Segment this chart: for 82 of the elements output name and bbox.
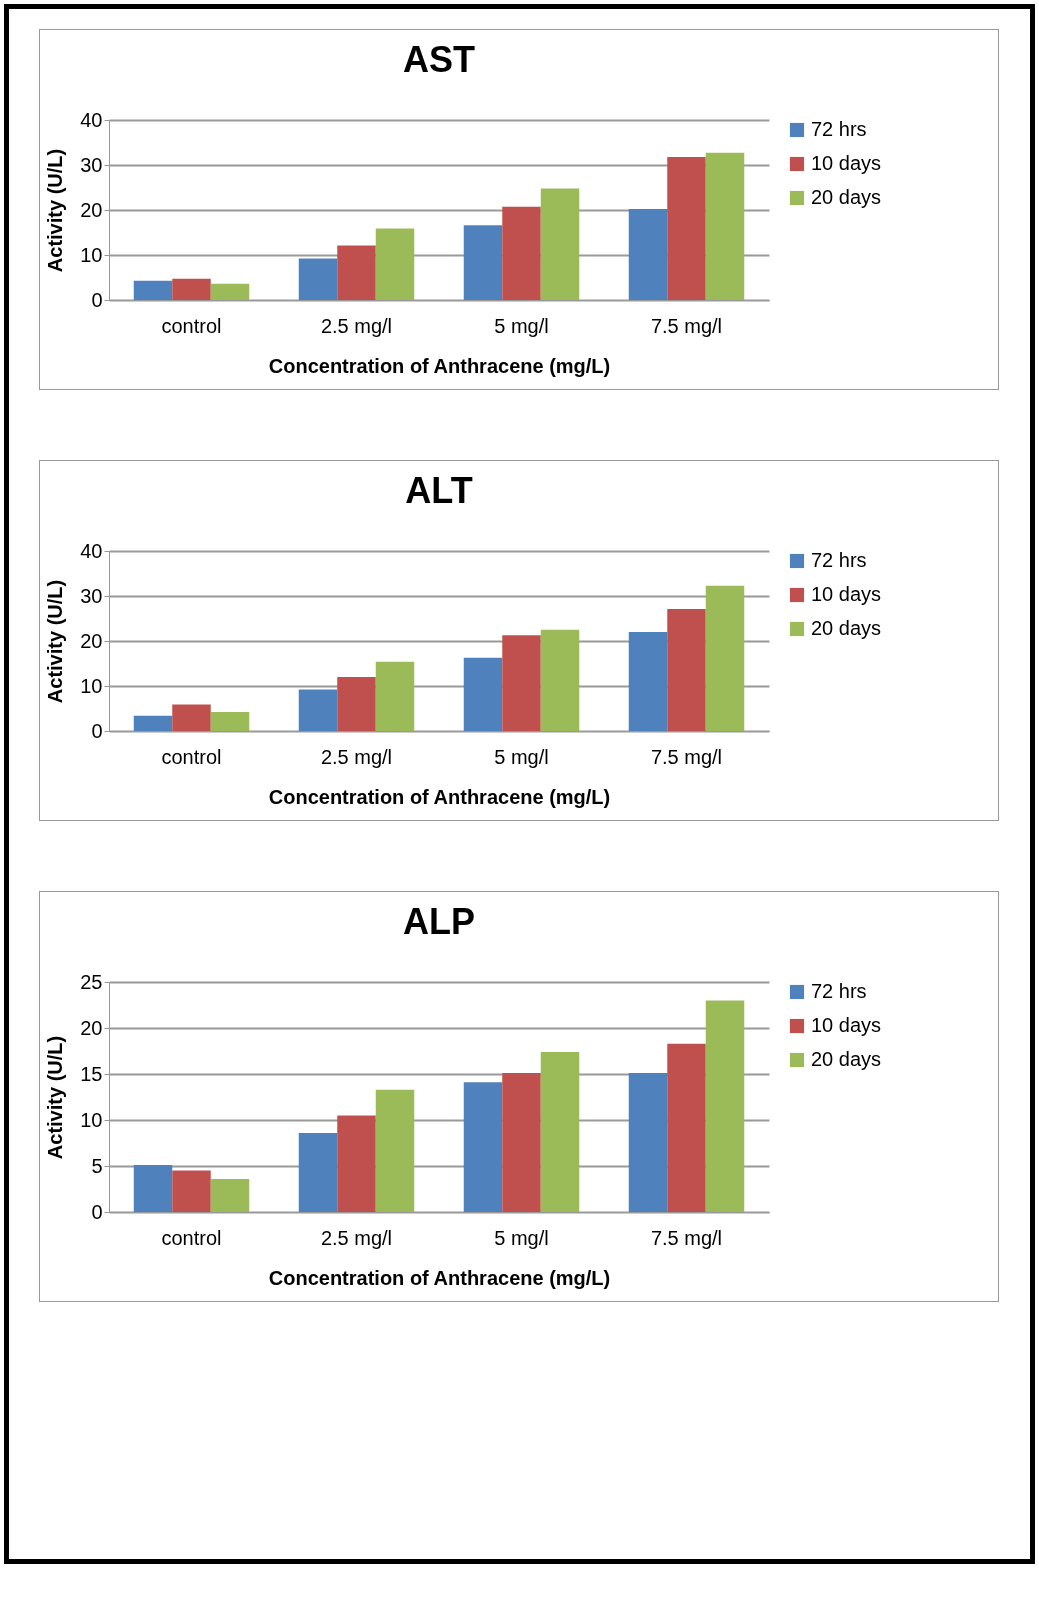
bar [133,1165,173,1212]
x-tick-label: 2.5 mg/l [320,1226,393,1249]
bar [298,258,338,300]
chart-title: ALT [405,470,473,511]
legend-label: 10 days [811,583,882,605]
bar [337,245,376,300]
y-tick-label: 0 [91,1200,103,1223]
y-tick-label: 10 [80,1108,103,1131]
x-tick-label: 7.5 mg/l [650,1226,723,1249]
bar [540,188,580,300]
bar [463,225,503,300]
y-axis-title: Activity (U/L) [44,148,67,273]
y-tick-label: 20 [80,1016,103,1039]
y-tick-label: 40 [80,539,103,562]
y-tick-label: 30 [80,584,103,607]
x-tick-label: control [161,745,222,768]
bar [337,677,376,731]
bar [705,1000,745,1212]
x-tick-label: 5 mg/l [494,1226,549,1249]
bar [502,206,541,300]
bar [298,1132,338,1212]
bar [210,712,250,731]
legend-label: 10 days [811,152,882,174]
x-tick-label: 2.5 mg/l [320,314,393,337]
bar [540,1051,580,1212]
bar [337,1115,376,1212]
bar [705,585,745,731]
legend-label: 20 days [811,617,882,639]
y-tick-label: 15 [80,1062,103,1085]
legend-label: 10 days [811,1014,882,1036]
x-tick-label: 7.5 mg/l [650,314,723,337]
bar [540,629,580,731]
bar [502,635,541,731]
y-tick-label: 0 [91,719,103,742]
y-tick-label: 20 [80,629,103,652]
bar [463,1082,503,1212]
bar [667,156,706,300]
x-tick-label: 5 mg/l [494,314,549,337]
y-tick-label: 40 [80,108,103,131]
bar [628,632,668,731]
bar [667,1043,706,1212]
legend-label: 72 hrs [811,118,867,140]
bar [375,228,415,300]
y-tick-label: 10 [80,674,103,697]
bar [502,1073,541,1212]
bar [375,1089,415,1212]
legend-label: 72 hrs [811,980,867,1002]
x-axis-title: Concentration of Anthracene (mg/L) [268,354,611,377]
bar [463,657,503,731]
y-tick-label: 5 [91,1154,103,1177]
y-tick-label: 20 [80,198,103,221]
y-tick-label: 25 [80,970,103,993]
bar [210,1178,250,1212]
legend-label: 20 days [811,1048,882,1070]
x-axis-title: Concentration of Anthracene (mg/L) [268,785,611,808]
chart-title: ALP [403,901,475,942]
chart-title: AST [403,39,476,80]
bar [133,280,173,300]
y-tick-label: 0 [91,288,103,311]
bar [210,283,250,300]
y-axis-title: Activity (U/L) [44,579,67,704]
y-axis-title: Activity (U/L) [44,1035,67,1160]
bar [667,609,706,731]
legend-label: 72 hrs [811,549,867,571]
bar [705,152,745,300]
legend-label: 20 days [811,186,882,208]
x-tick-label: control [161,314,222,337]
bar [375,661,415,731]
x-tick-label: 7.5 mg/l [650,745,723,768]
bar [298,689,338,731]
bar [172,278,211,300]
x-tick-label: control [161,1226,222,1249]
y-tick-label: 10 [80,243,103,266]
bar [133,715,173,731]
x-tick-label: 2.5 mg/l [320,745,393,768]
y-tick-label: 30 [80,153,103,176]
bar [172,1170,211,1212]
x-axis-title: Concentration of Anthracene (mg/L) [268,1266,611,1289]
bar [172,704,211,731]
bar [628,209,668,300]
bar [628,1073,668,1212]
x-tick-label: 5 mg/l [494,745,549,768]
